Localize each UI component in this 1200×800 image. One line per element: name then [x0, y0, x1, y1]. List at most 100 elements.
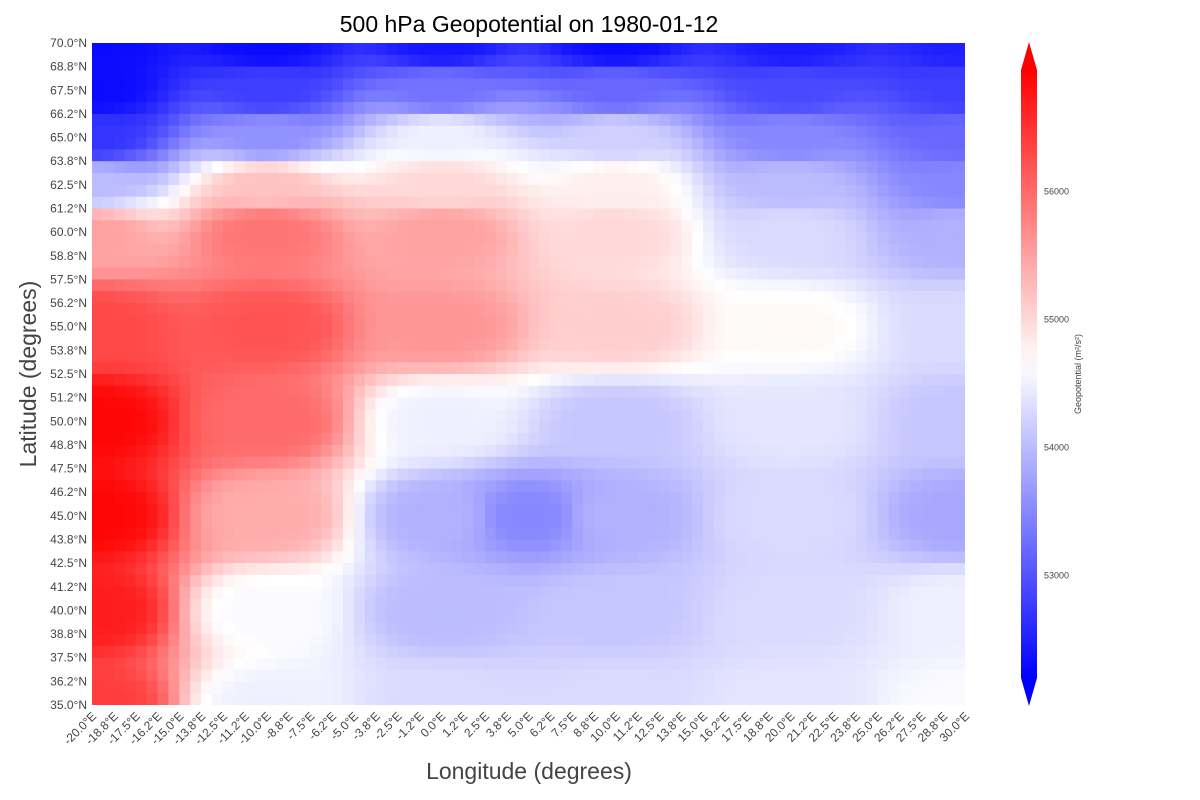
heatmap-cell	[484, 43, 497, 56]
heatmap-cell	[255, 279, 268, 292]
heatmap-cell	[866, 551, 879, 564]
heatmap-cell	[714, 409, 726, 422]
heatmap-cell	[113, 113, 126, 127]
heatmap-cell	[473, 267, 486, 281]
heatmap-cell	[604, 149, 617, 162]
heatmap-cell	[222, 421, 235, 434]
heatmap-cell	[692, 102, 704, 115]
heatmap-cell	[201, 102, 213, 115]
heatmap-cell	[288, 385, 300, 399]
heatmap-cell	[899, 374, 912, 387]
heatmap-cell	[746, 374, 759, 387]
heatmap-cell	[179, 90, 191, 103]
heatmap-cell	[190, 385, 202, 399]
heatmap-cell	[910, 350, 922, 363]
heatmap-cell	[441, 693, 453, 705]
heatmap-cell	[615, 113, 628, 127]
heatmap-cell	[768, 303, 781, 316]
heatmap-cell	[146, 504, 159, 517]
heatmap-cell	[692, 137, 704, 150]
heatmap-cell	[550, 43, 562, 56]
heatmap-cell	[473, 444, 486, 458]
heatmap-cell	[583, 303, 595, 316]
heatmap-cell	[615, 622, 628, 635]
heatmap-cell	[102, 433, 115, 446]
heatmap-cell	[932, 66, 944, 80]
heatmap-cell	[932, 267, 944, 281]
heatmap-cell	[441, 208, 453, 221]
heatmap-cell	[823, 645, 835, 659]
heatmap-cell	[473, 574, 486, 588]
heatmap-cell	[266, 645, 279, 659]
heatmap-cell	[855, 374, 868, 387]
heatmap-cell	[604, 645, 617, 659]
heatmap-cell	[168, 444, 180, 458]
heatmap-cell	[583, 622, 595, 635]
heatmap-cell	[92, 173, 104, 186]
heatmap-cell	[179, 468, 191, 481]
heatmap-cell	[266, 196, 279, 210]
heatmap-cell	[266, 421, 279, 434]
heatmap-cell	[353, 421, 366, 434]
heatmap-cell	[506, 279, 519, 292]
heatmap-cell	[212, 184, 224, 198]
heatmap-cell	[954, 362, 965, 375]
heatmap-cell	[724, 444, 737, 458]
heatmap-cell	[375, 232, 388, 245]
heatmap-cell	[626, 350, 639, 363]
heatmap-cell	[583, 444, 595, 458]
heatmap-cell	[888, 681, 901, 694]
heatmap-cell	[735, 669, 748, 682]
heatmap-cell	[539, 90, 551, 103]
heatmap-cell	[910, 634, 922, 647]
heatmap-cell	[812, 208, 824, 221]
heatmap-cell	[255, 66, 268, 80]
heatmap-cell	[877, 90, 890, 103]
heatmap-cell	[113, 102, 126, 115]
heatmap-cell	[550, 90, 562, 103]
heatmap-cell	[495, 173, 508, 186]
heatmap-cell	[441, 267, 453, 281]
heatmap-cell	[779, 433, 791, 446]
heatmap-cell	[604, 43, 617, 56]
heatmap-cell	[768, 527, 781, 541]
heatmap-cell	[310, 113, 322, 127]
heatmap-cell	[528, 208, 541, 221]
heatmap-cell	[288, 681, 300, 694]
heatmap-cell	[637, 196, 650, 210]
heatmap-cell	[190, 598, 202, 612]
heatmap-cell	[768, 78, 781, 91]
heatmap-cell	[877, 598, 890, 612]
heatmap-cell	[506, 267, 519, 281]
heatmap-cell	[812, 634, 824, 647]
heatmap-cell	[277, 243, 290, 257]
heatmap-cell	[517, 456, 530, 470]
heatmap-cell	[506, 598, 519, 612]
heatmap-cell	[648, 397, 661, 411]
heatmap-cell	[801, 397, 813, 411]
heatmap-cell	[899, 504, 912, 517]
heatmap-cell	[932, 539, 944, 552]
heatmap-cell	[659, 539, 671, 552]
heatmap-cell	[899, 161, 912, 174]
heatmap-cell	[539, 586, 551, 600]
heatmap-cell	[855, 196, 868, 210]
heatmap-cell	[779, 279, 791, 292]
heatmap-cell	[637, 184, 650, 198]
heatmap-cell	[779, 622, 791, 635]
heatmap-cell	[342, 161, 355, 174]
heatmap-cell	[626, 586, 639, 600]
heatmap-cell	[157, 255, 169, 269]
heatmap-cell	[637, 255, 650, 269]
heatmap-cell	[888, 303, 901, 316]
heatmap-cell	[550, 173, 562, 186]
heatmap-cell	[823, 669, 835, 682]
heatmap-cell	[495, 693, 508, 705]
heatmap-cell	[102, 657, 115, 671]
heatmap-cell	[463, 43, 475, 56]
heatmap-cell	[364, 634, 377, 647]
heatmap-cell	[932, 184, 944, 198]
heatmap-cell	[212, 208, 224, 221]
heatmap-cell	[452, 598, 464, 612]
heatmap-cell	[233, 314, 246, 328]
